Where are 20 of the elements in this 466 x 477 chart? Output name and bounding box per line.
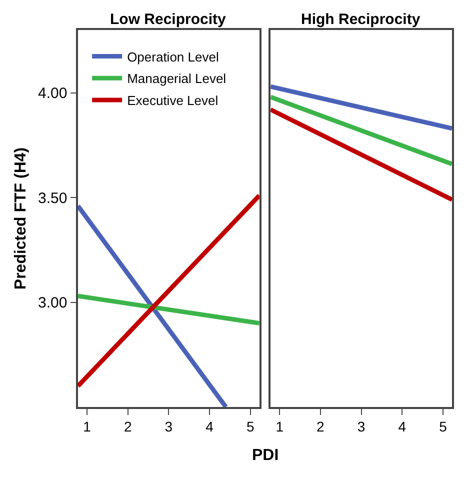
x-tick-label: 5: [246, 418, 254, 435]
y-tick-label: 3.00: [38, 294, 68, 312]
x-tick-label: 3: [357, 418, 366, 435]
y-tick-label: 4.00: [38, 85, 68, 102]
y-tick-label: 3.50: [38, 190, 68, 207]
x-axis-title: PDI: [252, 447, 279, 464]
legend-label: Managerial Level: [127, 71, 226, 86]
legend-label: Executive Level: [127, 93, 218, 108]
x-tick-label: 4: [206, 418, 214, 435]
legend-label: Operation Level: [127, 49, 219, 64]
x-tick-label: 5: [439, 418, 448, 435]
y-axis-title: Predicted FTF (H4): [12, 147, 30, 290]
x-tick-label: 3: [164, 418, 173, 435]
chart-title: Low Reciprocity: [110, 11, 227, 28]
x-tick-label: 1: [83, 418, 92, 435]
x-tick-label: 2: [316, 418, 325, 435]
x-tick-label: 2: [124, 418, 132, 435]
x-tick-label: 1: [276, 418, 284, 435]
chart-title: High Reciprocity: [301, 11, 421, 28]
x-tick-label: 4: [398, 418, 406, 435]
